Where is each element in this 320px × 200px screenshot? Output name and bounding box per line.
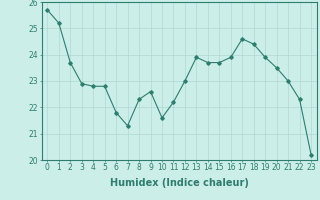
X-axis label: Humidex (Indice chaleur): Humidex (Indice chaleur) bbox=[110, 178, 249, 188]
